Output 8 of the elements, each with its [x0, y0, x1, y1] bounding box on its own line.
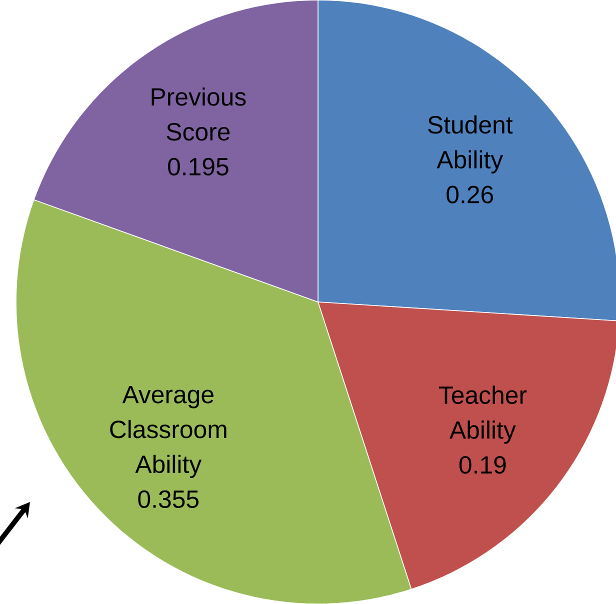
slice-label: Teacher Ability — [438, 386, 527, 444]
slice-label: Student Ability — [428, 115, 513, 174]
data-label: 0.355 — [138, 490, 199, 508]
data-label: 0.19 — [459, 456, 506, 474]
slice-label: Previous Score — [152, 87, 246, 141]
data-label: 0.26 — [446, 186, 494, 204]
slice-label: Average Classroom Ability — [110, 386, 226, 478]
data-label: 0.195 — [168, 158, 228, 176]
